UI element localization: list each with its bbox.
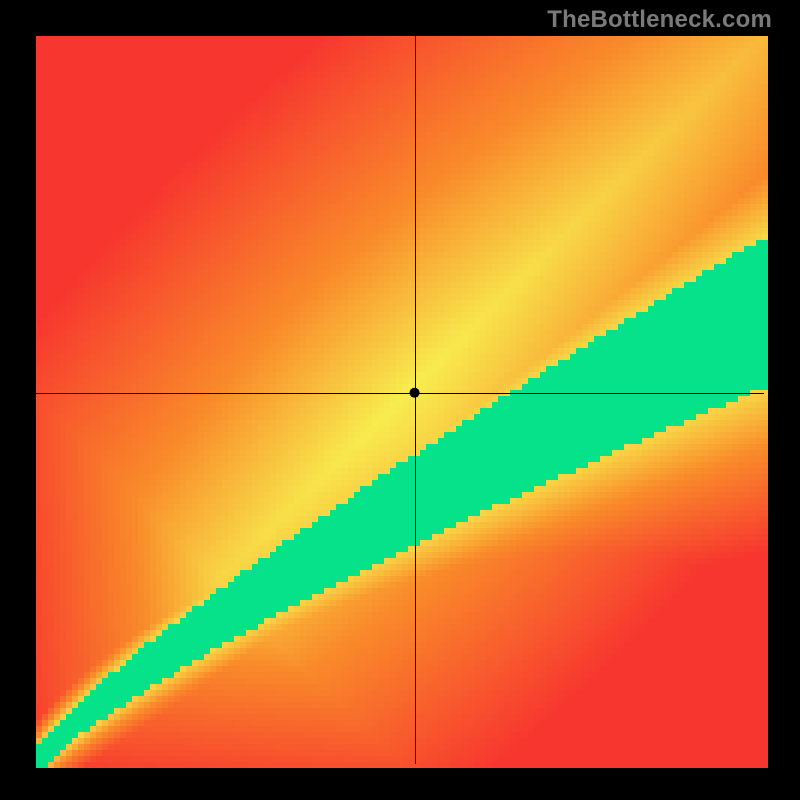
chart-container: TheBottleneck.com xyxy=(0,0,800,800)
heatmap-canvas xyxy=(0,0,800,800)
watermark-text: TheBottleneck.com xyxy=(547,6,772,34)
